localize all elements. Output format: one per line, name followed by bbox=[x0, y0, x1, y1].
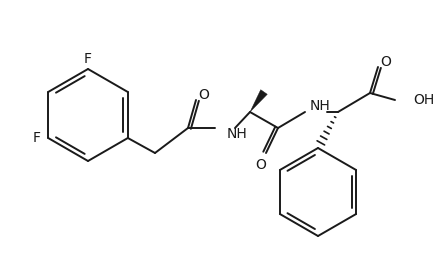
Text: O: O bbox=[256, 158, 267, 172]
Text: F: F bbox=[84, 52, 92, 66]
Text: OH: OH bbox=[413, 93, 434, 107]
Polygon shape bbox=[250, 90, 267, 112]
Text: O: O bbox=[198, 88, 209, 102]
Text: O: O bbox=[381, 55, 392, 69]
Text: NH: NH bbox=[310, 99, 331, 113]
Text: NH: NH bbox=[227, 127, 248, 141]
Text: F: F bbox=[32, 131, 40, 145]
